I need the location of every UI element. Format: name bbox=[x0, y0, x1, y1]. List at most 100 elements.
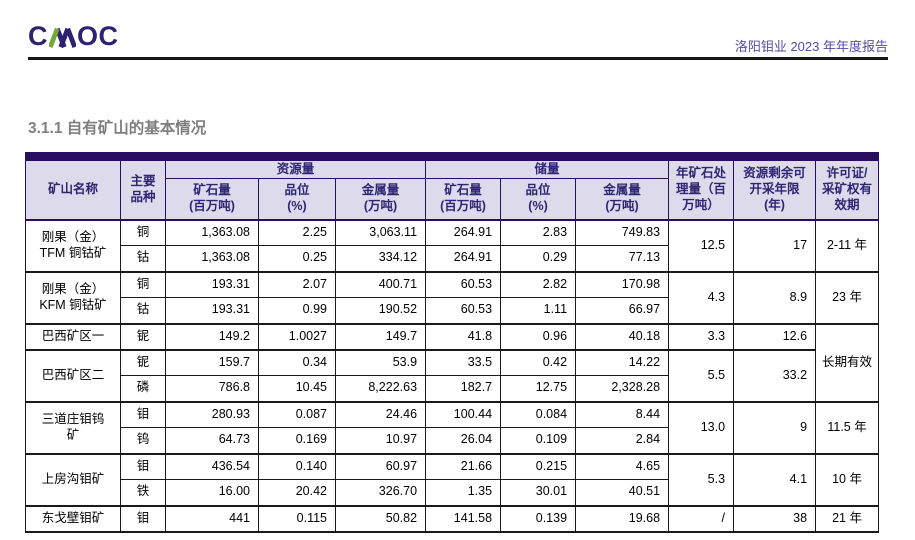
cell-processing: 12.5 bbox=[668, 218, 735, 272]
cell-mine-name: 刚果（金） TFM 铜钴矿 bbox=[25, 218, 121, 272]
cell-res-ore: 149.2 bbox=[165, 322, 259, 350]
cell-remaining: 9 bbox=[733, 400, 817, 454]
cell-rsv-metal: 2.84 bbox=[575, 427, 670, 454]
cell-remaining: 38 bbox=[733, 504, 817, 533]
cell-license: 11.5 年 bbox=[815, 400, 880, 454]
cell-rsv-metal: 66.97 bbox=[575, 297, 670, 324]
col-header-res-ore: 矿石量 (百万吨) bbox=[165, 178, 259, 221]
logo-letter-c: C bbox=[28, 20, 48, 51]
cell-rsv-grade: 0.42 bbox=[500, 348, 577, 376]
cmoc-logo: C OC bbox=[28, 20, 119, 52]
cell-res-metal: 8,222.63 bbox=[334, 375, 427, 402]
col-header-license: 许可证/ 采矿权有 效期 bbox=[815, 156, 880, 221]
cell-remaining: 8.9 bbox=[733, 270, 817, 324]
cell-rsv-grade: 12.75 bbox=[500, 375, 577, 402]
cell-res-ore: 1,363.08 bbox=[165, 245, 259, 272]
cell-mine-name: 巴西矿区一 bbox=[25, 322, 121, 350]
col-header-res-metal: 金属量 (万吨) bbox=[334, 178, 427, 221]
cell-rsv-grade: 0.109 bbox=[500, 427, 577, 454]
cell-variety: 铜 bbox=[120, 270, 166, 298]
cell-remaining: 4.1 bbox=[733, 452, 817, 506]
cell-res-grade: 0.087 bbox=[258, 400, 336, 428]
cell-variety: 铌 bbox=[120, 348, 166, 376]
cell-variety: 铜 bbox=[120, 218, 166, 246]
cell-res-grade: 2.25 bbox=[258, 218, 336, 246]
cell-variety: 钨 bbox=[120, 427, 166, 454]
cell-res-metal: 149.7 bbox=[334, 322, 427, 350]
table-row: 三道庄钼钨 矿 钼 280.93 0.087 24.46 100.44 0.08… bbox=[25, 400, 880, 454]
cell-processing: 13.0 bbox=[668, 400, 735, 454]
cell-res-grade: 0.169 bbox=[258, 427, 336, 454]
cell-license: 10 年 bbox=[815, 452, 880, 506]
cell-license: 长期有效 bbox=[815, 322, 880, 402]
table-row: 钨 64.73 0.169 10.97 26.04 0.109 2.84 bbox=[26, 427, 879, 454]
cell-res-metal: 400.71 bbox=[334, 270, 427, 298]
cell-res-metal: 60.97 bbox=[334, 452, 427, 480]
cell-rsv-grade: 30.01 bbox=[500, 479, 577, 506]
col-header-remaining-years: 资源剩余可 开采年限 (年) bbox=[733, 156, 817, 221]
cell-rsv-metal: 40.18 bbox=[575, 322, 670, 350]
cell-res-metal: 53.9 bbox=[334, 348, 427, 376]
col-header-mine-name: 矿山名称 bbox=[25, 156, 121, 221]
cell-rsv-grade: 0.96 bbox=[500, 322, 577, 350]
cell-res-grade: 1.0027 bbox=[258, 322, 336, 350]
cell-rsv-ore: 100.44 bbox=[425, 400, 502, 428]
cell-license: 21 年 bbox=[815, 504, 880, 533]
cell-res-metal: 24.46 bbox=[334, 400, 427, 428]
cell-variety: 钼 bbox=[120, 452, 166, 480]
cell-processing: / bbox=[668, 504, 735, 533]
cell-variety: 钼 bbox=[120, 504, 166, 533]
cell-res-ore: 441 bbox=[165, 504, 259, 533]
col-header-res-grade: 品位 (%) bbox=[258, 178, 336, 221]
mines-table: 矿山名称 主要 品种 资源量 储量 年矿石处 理量（百 万吨） 资源剩余可 开采… bbox=[25, 152, 880, 533]
cell-mine-name: 东戈壁钼矿 bbox=[25, 504, 121, 533]
table-header: 矿山名称 主要 品种 资源量 储量 年矿石处 理量（百 万吨） 资源剩余可 开采… bbox=[25, 156, 880, 221]
cell-res-ore: 64.73 bbox=[165, 427, 259, 454]
cell-rsv-ore: 33.5 bbox=[425, 348, 502, 376]
cell-rsv-metal: 19.68 bbox=[575, 504, 670, 533]
cell-res-ore: 16.00 bbox=[165, 479, 259, 506]
cell-rsv-metal: 8.44 bbox=[575, 400, 670, 428]
col-header-rsv-grade: 品位 (%) bbox=[500, 178, 577, 221]
cell-variety: 磷 bbox=[120, 375, 166, 402]
cell-rsv-ore: 264.91 bbox=[425, 245, 502, 272]
table-row: 磷 786.8 10.45 8,222.63 182.7 12.75 2,328… bbox=[26, 375, 879, 402]
cell-rsv-ore: 60.53 bbox=[425, 270, 502, 298]
cell-rsv-metal: 749.83 bbox=[575, 218, 670, 246]
cell-processing: 5.3 bbox=[668, 452, 735, 506]
cell-res-grade: 10.45 bbox=[258, 375, 336, 402]
cell-res-ore: 159.7 bbox=[165, 348, 259, 376]
cell-rsv-metal: 14.22 bbox=[575, 348, 670, 376]
cell-res-ore: 193.31 bbox=[165, 270, 259, 298]
cell-rsv-metal: 4.65 bbox=[575, 452, 670, 480]
col-header-variety: 主要 品种 bbox=[120, 156, 166, 221]
cell-remaining: 33.2 bbox=[733, 348, 817, 402]
cell-variety: 钴 bbox=[120, 245, 166, 272]
cell-res-metal: 50.82 bbox=[334, 504, 427, 533]
cell-variety: 钼 bbox=[120, 400, 166, 428]
cell-rsv-grade: 0.29 bbox=[500, 245, 577, 272]
cell-res-grade: 0.25 bbox=[258, 245, 336, 272]
report-title: 洛阳钼业 2023 年年度报告 bbox=[734, 39, 888, 54]
cell-rsv-grade: 0.139 bbox=[500, 504, 577, 533]
cell-res-grade: 2.07 bbox=[258, 270, 336, 298]
col-group-reserves: 储量 bbox=[425, 156, 670, 179]
cell-res-grade: 20.42 bbox=[258, 479, 336, 506]
section-title: 3.1.1 自有矿山的基本情况 bbox=[28, 120, 207, 137]
cell-license: 2-11 年 bbox=[815, 218, 880, 272]
cell-processing: 5.5 bbox=[668, 348, 735, 402]
cell-rsv-metal: 40.51 bbox=[575, 479, 670, 506]
cell-res-ore: 280.93 bbox=[165, 400, 259, 428]
cell-rsv-grade: 1.11 bbox=[500, 297, 577, 324]
cell-rsv-ore: 60.53 bbox=[425, 297, 502, 324]
col-header-processing: 年矿石处 理量（百 万吨） bbox=[668, 156, 735, 221]
table-row: 铁 16.00 20.42 326.70 1.35 30.01 40.51 bbox=[26, 479, 879, 506]
cell-res-metal: 190.52 bbox=[334, 297, 427, 324]
cell-rsv-grade: 2.82 bbox=[500, 270, 577, 298]
logo-m-icon bbox=[49, 27, 76, 48]
cell-mine-name: 巴西矿区二 bbox=[25, 348, 121, 402]
col-header-rsv-ore: 矿石量 (百万吨) bbox=[425, 178, 502, 221]
cell-res-grade: 0.34 bbox=[258, 348, 336, 376]
table-row: 巴西矿区一 铌 149.2 1.0027 149.7 41.8 0.96 40.… bbox=[25, 322, 880, 402]
cell-license: 23 年 bbox=[815, 270, 880, 324]
